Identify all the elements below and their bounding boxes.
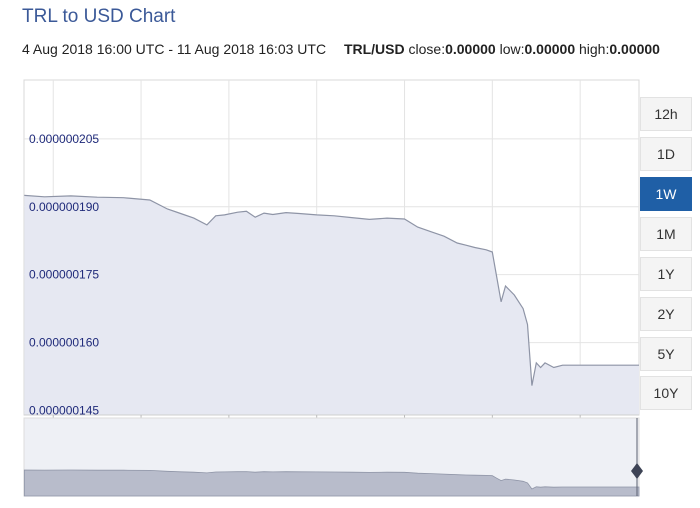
range-button-12h[interactable]: 12h xyxy=(640,97,692,131)
low-value: 0.00000 xyxy=(524,41,576,57)
y-tick-label: 0.000000145 xyxy=(29,403,99,417)
range-button-10y[interactable]: 10Y xyxy=(640,376,692,410)
y-axis-labels: 0.000000205 0.000000190 0.000000175 0.00000… xyxy=(29,132,99,418)
range-button-1y[interactable]: 1Y xyxy=(640,257,692,291)
range-button-1m[interactable]: 1M xyxy=(640,217,692,251)
low-label: low: xyxy=(499,41,525,57)
range-button-5y[interactable]: 5Y xyxy=(640,337,692,371)
date-range-text: 4 Aug 2018 16:00 UTC - 11 Aug 2018 16:03… xyxy=(22,41,327,57)
close-value: 0.00000 xyxy=(445,41,496,57)
high-value: 0.00000 xyxy=(609,41,660,57)
price-area xyxy=(24,195,640,415)
navigator-handle[interactable] xyxy=(631,463,643,479)
range-button-2y[interactable]: 2Y xyxy=(640,297,692,331)
range-button-1w[interactable]: 1W xyxy=(640,177,692,211)
price-line xyxy=(24,194,639,386)
y-tick-label: 0.000000205 xyxy=(29,132,99,146)
range-button-1d[interactable]: 1D xyxy=(640,137,692,171)
y-tick-label: 0.000000190 xyxy=(29,200,99,214)
close-label: close: xyxy=(408,41,446,57)
chart-summary: 4 Aug 2018 16:00 UTC - 11 Aug 2018 16:03… xyxy=(22,41,660,57)
navigator-area xyxy=(23,469,640,497)
high-label: high: xyxy=(579,41,610,57)
y-tick-label: 0.000000160 xyxy=(29,336,99,350)
symbol-label: TRL/USD xyxy=(343,41,405,57)
y-tick-label: 0.000000175 xyxy=(29,268,99,282)
page-title: TRL to USD Chart xyxy=(22,6,176,27)
